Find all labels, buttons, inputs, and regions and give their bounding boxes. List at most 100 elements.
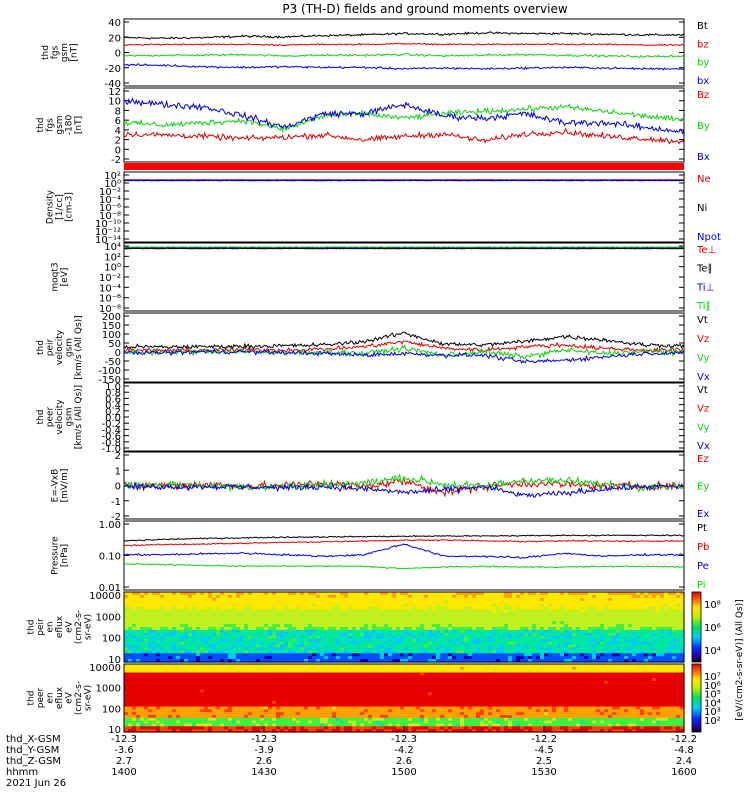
- ytick-label: -20: [105, 64, 121, 75]
- xtick-label: 1530: [531, 767, 556, 778]
- ylabel-line: eflux: [55, 686, 65, 709]
- legend-label: Pb: [697, 542, 709, 553]
- series-line-bt: [124, 32, 684, 39]
- legend-label: Te∥: [696, 264, 713, 275]
- ephemeris-row-label: thd_X-GSM: [6, 734, 61, 745]
- ylabel-line: thd: [36, 340, 46, 355]
- ylabel-line: [eV]: [60, 268, 70, 287]
- ephemeris-value: 2.6: [396, 756, 412, 767]
- ylabel-line: [1/cc]: [55, 194, 65, 220]
- ephemeris-value: -12.3: [391, 734, 417, 745]
- ytick-label: 0.10: [99, 552, 121, 563]
- ytick-label: 2: [115, 451, 121, 462]
- ephemeris-value: -4.2: [394, 745, 414, 756]
- panel-density: Density[1/cc][cm-3]10²10⁰10⁻²10⁻⁴10⁻⁶10⁻…: [46, 171, 721, 246]
- ylabel-line: Density: [46, 189, 56, 224]
- ephemeris-value: 2.4: [676, 756, 692, 767]
- ytick-label: 1.00: [99, 520, 121, 531]
- ytick-label: 20: [108, 33, 121, 44]
- legend-label: Ez: [697, 454, 709, 465]
- series-line-pi: [124, 564, 684, 569]
- spectrogram-cells: [124, 664, 685, 733]
- ytick-label: 0: [115, 482, 121, 493]
- panel-frame: [124, 88, 684, 162]
- ephemeris-value: -12.3: [111, 734, 137, 745]
- ytick-label: 1: [115, 466, 121, 477]
- ytick-label: -2: [111, 155, 121, 166]
- legend-label: Ey: [697, 482, 709, 493]
- legend-label: Vy: [697, 353, 710, 364]
- series-line-pe: [124, 544, 684, 558]
- ylabel-line: en: [46, 621, 56, 632]
- legend-label: Vy: [697, 422, 710, 433]
- ylabel-line: en: [46, 692, 56, 703]
- ylabel-line: (cm2-s-: [74, 610, 84, 644]
- ylabel-line: peir: [36, 618, 46, 636]
- xtick-label: 1600: [671, 767, 696, 778]
- ylabel-line: peir: [46, 338, 56, 356]
- ylabel-line: gsm: [55, 115, 65, 134]
- ylabel-line: gsm: [65, 407, 75, 426]
- series-line-by: [124, 104, 684, 131]
- colorbar-tick-label: 10⁴: [704, 646, 721, 657]
- ylabel-line: fgs: [50, 45, 60, 59]
- ylabel-line: peer: [36, 687, 46, 708]
- ylabel-line: velocity: [55, 329, 65, 365]
- legend-label: Bt: [697, 21, 708, 32]
- ephemeris-value: 2.6: [256, 756, 272, 767]
- legend-label: Npot: [697, 232, 721, 243]
- ephemeris-value: -12.3: [251, 734, 277, 745]
- ylabel-line: [nPa]: [60, 544, 70, 567]
- legend-label: Vz: [697, 334, 709, 345]
- panel-frame: [124, 243, 684, 311]
- ephemeris-value: -3.9: [254, 745, 274, 756]
- legend-label: Vz: [697, 404, 709, 415]
- figure-date: 2021 Jun 26: [6, 778, 66, 789]
- xtick-label: 1400: [111, 767, 136, 778]
- ylabel-line: thd: [36, 410, 46, 425]
- legend-label: Vt: [697, 315, 708, 326]
- ylabel-line: eV: [65, 691, 75, 704]
- ephemeris-value: -4.8: [674, 745, 694, 756]
- legend-label: By: [697, 121, 710, 132]
- series-line-te∥: [124, 248, 684, 249]
- legend-label: bz: [697, 39, 709, 50]
- ylabel-line: [cm-3]: [65, 192, 75, 222]
- ylabel-line: [nT]: [74, 116, 84, 134]
- ytick-label: -1: [111, 497, 121, 508]
- panel-frame: [124, 19, 684, 86]
- legend-label: Vt: [697, 385, 708, 396]
- series-line-bz: [124, 129, 684, 144]
- xtick-label: 1430: [251, 767, 276, 778]
- series-line-pb: [124, 540, 684, 547]
- ephemeris-value: -4.5: [534, 745, 554, 756]
- ylabel-line: thd: [27, 691, 37, 706]
- ylabel-line: thd: [36, 118, 46, 133]
- ylabel-line: thd: [27, 620, 37, 635]
- ylabel-line: thd: [41, 45, 51, 60]
- panel-temperature: moqt3[eV]10⁴10²10⁰10⁻²10⁻⁴10⁻⁶10⁻⁸Te⊥Te∥…: [50, 242, 716, 315]
- legend-label: Pe: [697, 561, 709, 572]
- colorbar-tick-label: 10⁸: [704, 600, 721, 611]
- spectrogram-cells: [124, 592, 685, 663]
- legend-label: Ex: [697, 509, 709, 520]
- ytick-label: 1000: [96, 684, 121, 695]
- colorbar: [692, 592, 701, 662]
- ylabel-line: sr-eV): [84, 685, 94, 711]
- colorbar-tick-label: 10²: [704, 716, 721, 727]
- ephemeris-value: 2.5: [536, 756, 552, 767]
- ylabel-line: peer: [46, 406, 56, 427]
- ylabel-line: Pressure: [50, 536, 60, 575]
- legend-label: bx: [697, 76, 709, 87]
- legend-label: Ni: [697, 203, 707, 214]
- ephemeris-value: 2.7: [116, 756, 132, 767]
- ytick-label: 40: [108, 18, 121, 29]
- ytick-label: 100: [102, 634, 121, 645]
- legend-label: Ti⊥: [696, 282, 714, 293]
- ylabel-line: E=-VxB: [50, 469, 60, 503]
